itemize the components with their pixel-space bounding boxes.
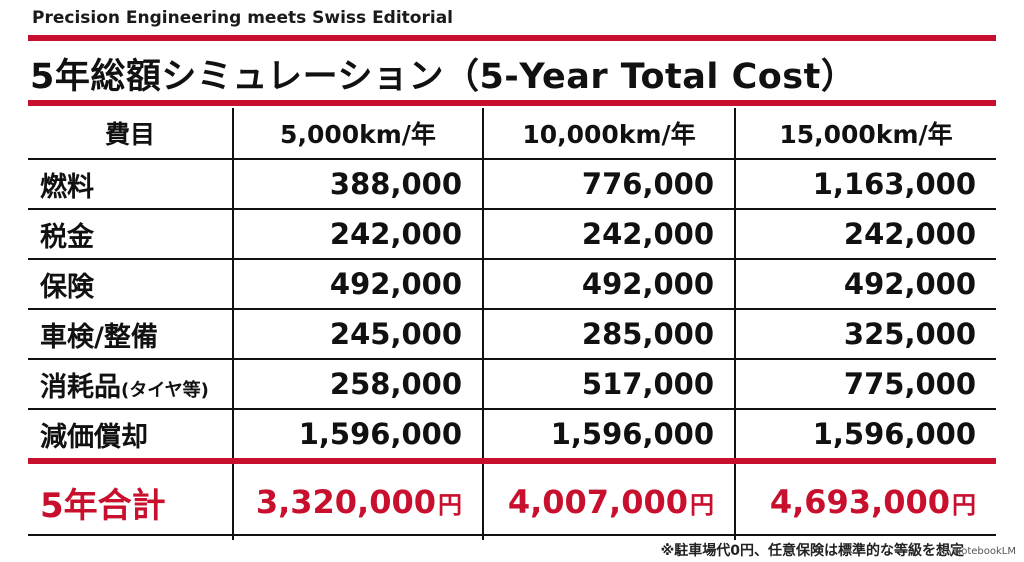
total-value-cell: 4,693,000円 [734,458,996,540]
table-row: 燃料 388,000 776,000 1,163,000 [28,159,996,210]
row-label: 消耗品 [40,371,121,403]
page-title: 5年総額シミュレーション（5-Year Total Cost） [30,57,857,97]
row-label: 保険 [28,259,233,310]
row-label-note: (タイヤ等) [121,379,209,401]
header-10000km: 10,000km/年 [482,108,735,160]
table-header-row: 費目 5,000km/年 10,000km/年 15,000km/年 [28,108,996,160]
cost-table: 費目 5,000km/年 10,000km/年 15,000km/年 燃料 38… [28,108,996,540]
cell-value: 1,163,000 [734,159,996,210]
cell-value: 492,000 [232,259,483,310]
cell-value: 1,596,000 [734,409,996,461]
bottom-rule [28,534,996,536]
cell-value: 242,000 [734,209,996,260]
table-row: 減価償却 1,596,000 1,596,000 1,596,000 [28,409,996,461]
total-row: 5年合計 3,320,000円 4,007,000円 4,693,000円 [28,458,996,540]
table-row: 税金 242,000 242,000 242,000 [28,209,996,260]
total-unit: 円 [438,491,462,519]
total-label: 5年合計 [28,458,233,540]
total-value-cell: 3,320,000円 [232,458,483,540]
cell-value: 1,596,000 [232,409,483,461]
header-item: 費目 [28,108,233,160]
total-unit: 円 [952,491,976,519]
table-row: 保険 492,000 492,000 492,000 [28,259,996,310]
row-label: 税金 [28,209,233,260]
header-5000km: 5,000km/年 [232,108,483,160]
row-label: 燃料 [28,159,233,210]
cell-value: 1,596,000 [482,409,735,461]
kicker-text: Precision Engineering meets Swiss Editor… [32,8,453,28]
row-label: 車検/整備 [28,309,233,360]
total-value: 4,007,000 [507,483,688,521]
watermark-text: NotebookLM [953,546,1016,557]
cell-value: 388,000 [232,159,483,210]
table-row: 消耗品(タイヤ等) 258,000 517,000 775,000 [28,359,996,410]
cell-value: 325,000 [734,309,996,360]
cell-value: 258,000 [232,359,483,410]
footnote: ※駐車場代0円、任意保険は標準的な等級を想定 [660,543,964,559]
top-red-rule [28,35,996,41]
cell-value: 492,000 [734,259,996,310]
cell-value: 245,000 [232,309,483,360]
notebooklm-logo-icon [938,547,951,556]
total-unit: 円 [690,491,714,519]
cell-value: 242,000 [232,209,483,260]
cell-value: 285,000 [482,309,735,360]
cell-value: 776,000 [482,159,735,210]
total-value: 3,320,000 [255,483,436,521]
cell-value: 242,000 [482,209,735,260]
title-red-rule [28,100,996,106]
header-15000km: 15,000km/年 [734,108,996,160]
total-value: 4,693,000 [769,483,950,521]
table-row: 車検/整備 245,000 285,000 325,000 [28,309,996,360]
cell-value: 517,000 [482,359,735,410]
row-label-cell: 消耗品(タイヤ等) [28,359,233,410]
cell-value: 492,000 [482,259,735,310]
row-label: 減価償却 [40,421,148,453]
cell-value: 775,000 [734,359,996,410]
total-value-cell: 4,007,000円 [482,458,735,540]
watermark: NotebookLM [938,546,1016,557]
